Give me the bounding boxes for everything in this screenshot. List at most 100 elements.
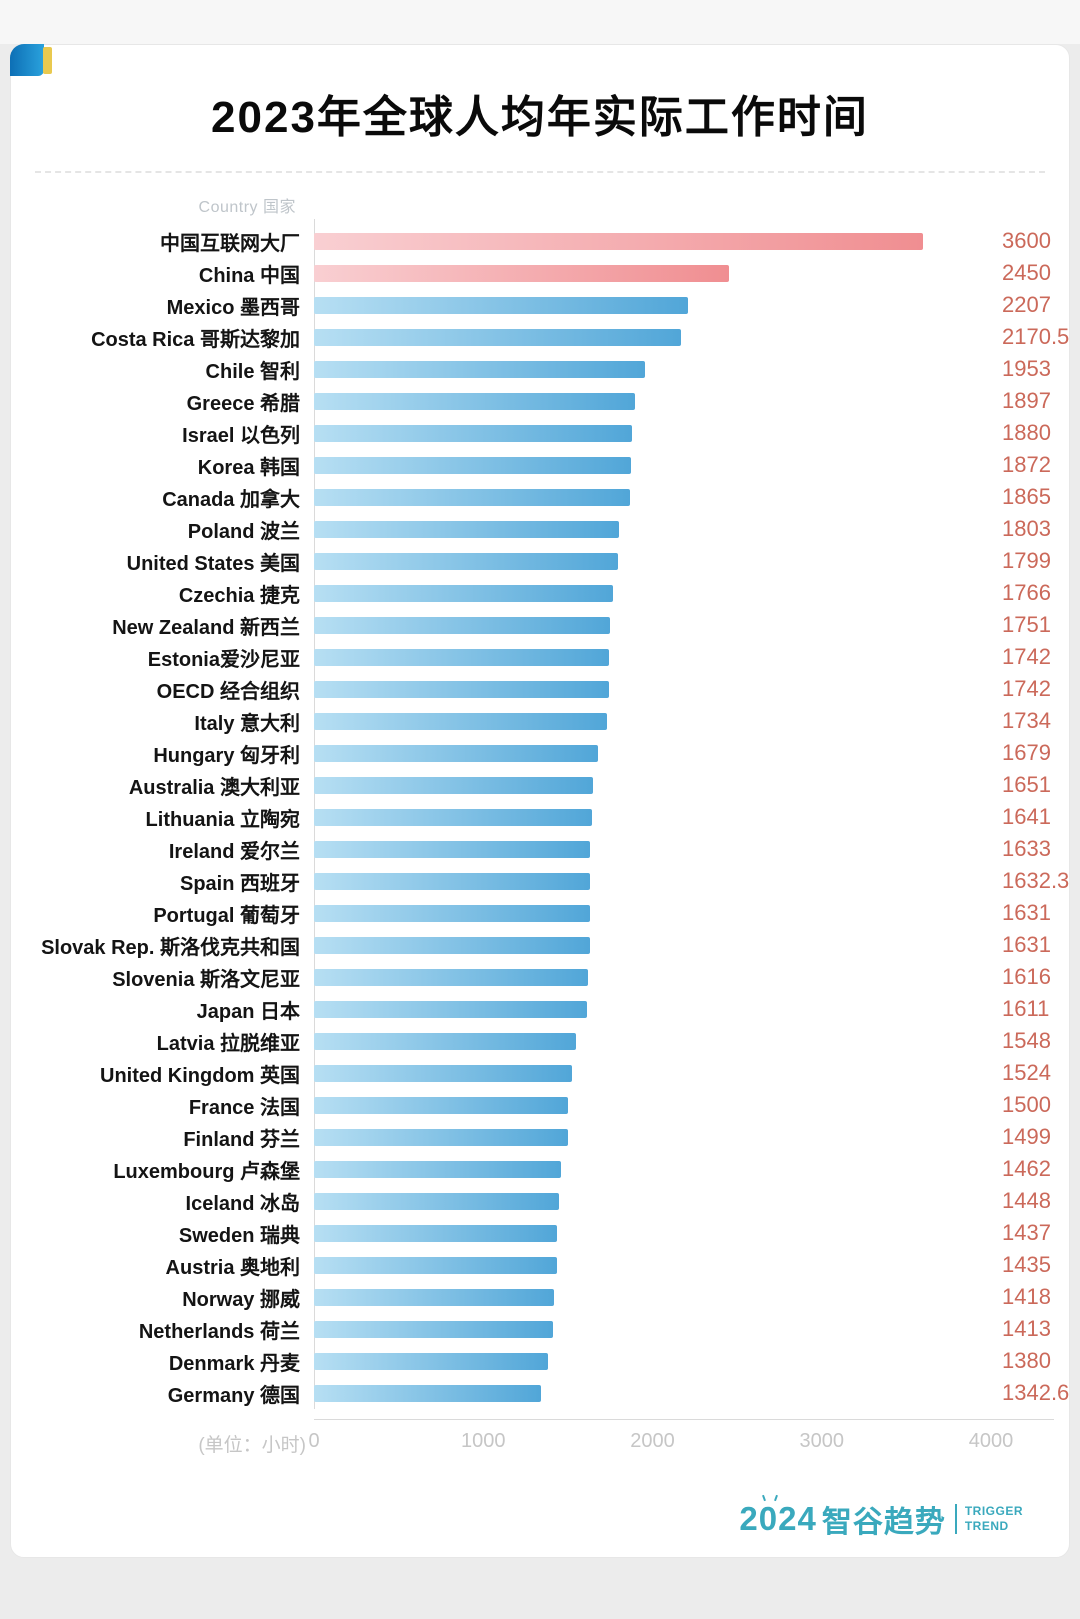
row-track [314, 904, 991, 922]
row-track [314, 360, 991, 378]
chart-row: Latvia 拉脱维亚 1548 [11, 1025, 1069, 1057]
chart-row: Estonia爱沙尼亚 1742 [11, 641, 1069, 673]
row-value: 2170.5 [1002, 324, 1070, 349]
row-label: 中国互联网大厂 [160, 232, 300, 255]
chart-row: Greece 希腊 1897 [11, 385, 1069, 417]
row-label: China 中国 [198, 264, 300, 287]
chart-row: France 法国 1500 [11, 1089, 1069, 1121]
row-track [314, 1032, 991, 1050]
row-value: 1799 [1002, 548, 1051, 573]
row-track [314, 840, 991, 858]
row-label: Mexico 墨西哥 [166, 296, 300, 319]
row-value: 1734 [1002, 708, 1051, 733]
axis-ticks: 0 1000 2000 3000 4000 [308, 1430, 1013, 1456]
chart-row: Australia 澳大利亚 1651 [11, 769, 1069, 801]
row-value: 1751 [1002, 612, 1051, 637]
row-bar [314, 968, 588, 986]
row-value: 1632.3 [1002, 868, 1070, 893]
row-track [314, 1256, 991, 1274]
row-bar [314, 520, 620, 538]
row-value: 1437 [1002, 1220, 1051, 1245]
row-bar [314, 392, 636, 410]
row-label: Australia 澳大利亚 [128, 776, 300, 799]
row-value: 2450 [1002, 260, 1051, 285]
row-track [314, 552, 991, 570]
row-track [314, 616, 991, 634]
column-header: Country 国家 [198, 199, 296, 216]
row-bar [314, 648, 609, 666]
row-value: 1766 [1002, 580, 1051, 605]
infographic-card: 2023年全球人均年实际工作时间 Country 国家 中国互联网大厂 3600… [10, 44, 1070, 1558]
chart-row: Hungary 匈牙利 1679 [11, 737, 1069, 769]
row-label: France 法国 [188, 1096, 300, 1119]
row-bar [314, 488, 630, 506]
row-label: Luxembourg 卢森堡 [113, 1160, 300, 1183]
row-label: Japan 日本 [196, 1000, 300, 1023]
row-label: United Kingdom 英国 [100, 1064, 300, 1087]
tick-label: 1000 [461, 1430, 506, 1452]
row-value: 1742 [1002, 644, 1051, 669]
row-track [314, 296, 991, 314]
chart-row: Luxembourg 卢森堡 1462 [11, 1153, 1069, 1185]
row-value: 1631 [1002, 900, 1051, 925]
chart-row: Czechia 捷克 1766 [11, 577, 1069, 609]
row-track [314, 264, 991, 282]
row-bar [314, 872, 591, 890]
chart-row: Portugal 葡萄牙 1631 [11, 897, 1069, 929]
chart-row: Germany 德国 1342.6 [11, 1377, 1070, 1409]
x-axis-line [314, 1419, 1054, 1420]
row-track [314, 808, 991, 826]
row-track [314, 1128, 991, 1146]
row-bar [314, 328, 682, 346]
row-bar [314, 840, 591, 858]
chart-row: Iceland 冰岛 1448 [11, 1185, 1069, 1217]
chart-row: Canada 加拿大 1865 [11, 481, 1069, 513]
row-value: 1611 [1002, 996, 1050, 1021]
chart-row: Chile 智利 1953 [11, 353, 1069, 385]
logo-subtitle: TRIGGER TREND [954, 1504, 1023, 1534]
row-label: Israel 以色列 [182, 424, 300, 447]
chart-row: Denmark 丹麦 1380 [11, 1345, 1069, 1377]
row-track [314, 328, 991, 346]
row-bar [314, 1224, 558, 1242]
row-label: Iceland 冰岛 [185, 1192, 300, 1215]
row-label: Lithuania 立陶宛 [145, 808, 300, 831]
row-value: 1803 [1002, 516, 1051, 541]
row-bar [314, 936, 591, 954]
row-track [314, 648, 991, 666]
row-value: 1633 [1002, 836, 1051, 861]
row-track [314, 1000, 991, 1018]
chart-row: Finland 芬兰 1499 [11, 1121, 1069, 1153]
row-track [314, 712, 991, 730]
chart-row: Italy 意大利 1734 [11, 705, 1069, 737]
row-track [314, 232, 991, 250]
row-track [314, 520, 991, 538]
row-bar [314, 744, 599, 762]
row-value: 1435 [1002, 1252, 1051, 1277]
chart-row: Israel 以色列 1880 [11, 417, 1069, 449]
row-track [314, 776, 991, 794]
row-track [314, 1096, 991, 1114]
row-bar [314, 616, 611, 634]
row-label: Latvia 拉脱维亚 [156, 1032, 300, 1055]
chart-row: United States 美国 1799 [11, 545, 1069, 577]
row-value: 1897 [1002, 388, 1051, 413]
row-track [314, 968, 991, 986]
row-track [314, 456, 991, 474]
row-label: OECD 经合组织 [156, 680, 300, 703]
row-value: 1880 [1002, 420, 1051, 445]
row-bar [314, 1384, 542, 1402]
logo-year: 2024 [739, 1500, 817, 1537]
row-value: 1462 [1002, 1156, 1051, 1181]
row-value: 1953 [1002, 356, 1051, 381]
row-label: Hungary 匈牙利 [153, 744, 300, 767]
chart-row: Norway 挪威 1418 [11, 1281, 1069, 1313]
row-track [314, 872, 991, 890]
row-track [314, 392, 991, 410]
row-label: Canada 加拿大 [162, 488, 300, 511]
row-label: Costa Rica 哥斯达黎加 [91, 328, 300, 351]
row-value: 1418 [1002, 1284, 1051, 1309]
row-bar [314, 1256, 557, 1274]
chart-row: Japan 日本 1611 [11, 993, 1069, 1025]
row-bar [314, 1192, 560, 1210]
